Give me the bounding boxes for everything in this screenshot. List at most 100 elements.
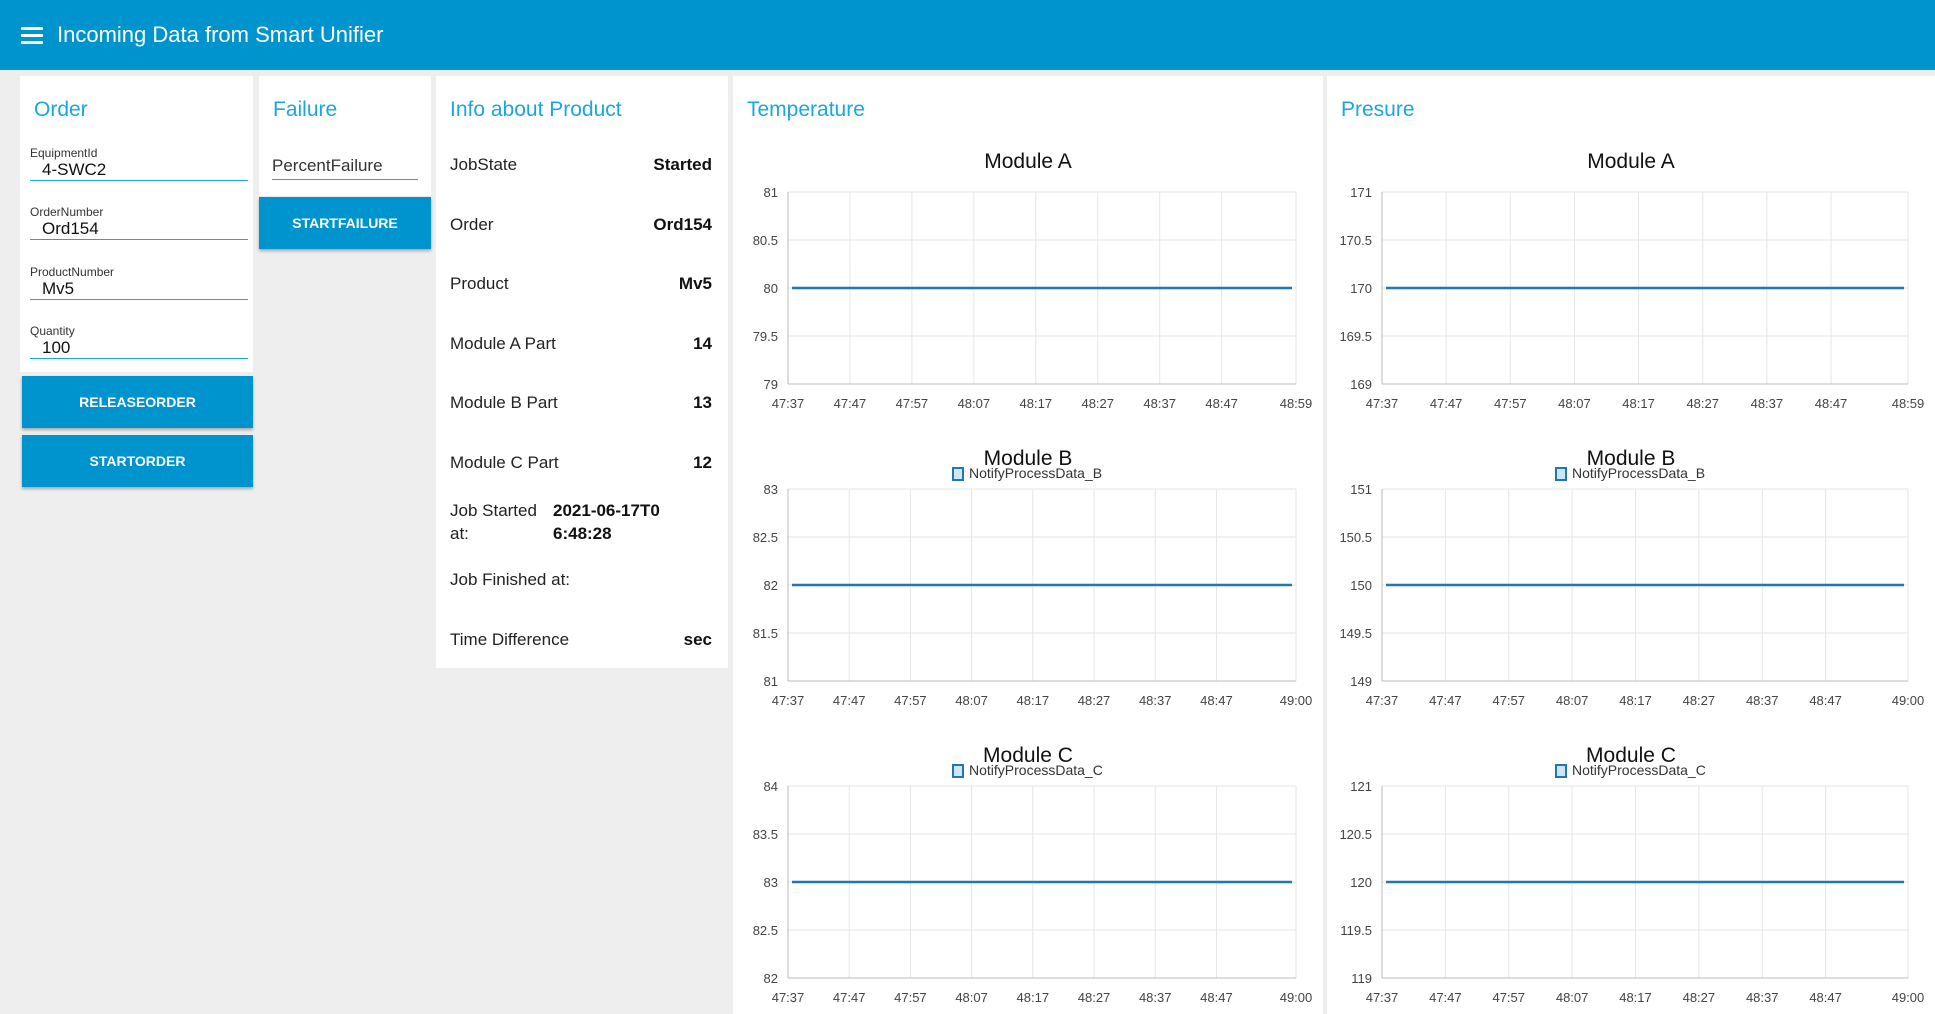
y-tick-label: 170 bbox=[1350, 281, 1372, 296]
release-order-button[interactable]: RELEASEORDER bbox=[22, 376, 253, 428]
y-tick-label: 82.5 bbox=[753, 923, 778, 938]
x-tick-label: 48:17 bbox=[1619, 990, 1652, 1005]
chart-svg: 81 80.5 80 79.5 79 47:37 47:47 47:57 48:07 48:17 4… bbox=[753, 185, 1313, 411]
legend[interactable]: NotifyProcessData_B bbox=[952, 465, 1102, 481]
order-number-label: OrderNumber bbox=[30, 205, 104, 219]
start-failure-button[interactable]: STARTFAILURE bbox=[259, 197, 431, 249]
quantity-value: 100 bbox=[42, 338, 71, 357]
chart-title: Module B bbox=[1586, 447, 1676, 470]
menu-icon[interactable] bbox=[21, 26, 43, 44]
legend-swatch bbox=[1555, 764, 1567, 778]
x-tick-label: 47:47 bbox=[1429, 990, 1462, 1005]
y-tick-label: 83 bbox=[764, 482, 778, 497]
equipment-id-value: 4-SWC2 bbox=[42, 160, 107, 179]
x-tick-label: 47:37 bbox=[1366, 990, 1399, 1005]
pressure-group: Presure bbox=[1327, 76, 1935, 1014]
y-tick-label: 82.5 bbox=[753, 530, 778, 545]
x-tick-label: 48:27 bbox=[1683, 693, 1716, 708]
y-tick-label: 121 bbox=[1350, 779, 1372, 794]
x-tick-label: 47:37 bbox=[1366, 396, 1399, 411]
y-tick-label: 80.5 bbox=[753, 233, 778, 248]
chart-svg: NotifyProcessData_B 83 82.5 82 81.5 81 47:37 47… bbox=[753, 465, 1313, 708]
x-tick-label: 48:27 bbox=[1078, 693, 1111, 708]
y-tick-label: 82 bbox=[764, 578, 778, 593]
x-tick-label: 48:47 bbox=[1205, 396, 1238, 411]
x-tick-label: 48:37 bbox=[1139, 990, 1172, 1005]
x-tick-label: 47:47 bbox=[1429, 693, 1462, 708]
x-tick-label: 48:07 bbox=[955, 693, 988, 708]
equipment-id-label: EquipmentId bbox=[30, 146, 98, 160]
job-finished-label: Job Finished at: bbox=[450, 570, 571, 589]
x-tick-label: 47:37 bbox=[772, 693, 805, 708]
x-tick-label: 48:37 bbox=[1751, 396, 1784, 411]
product-number-field[interactable]: ProductNumber Mv5 bbox=[30, 266, 248, 300]
x-tick-label: 48:07 bbox=[958, 396, 991, 411]
order-label: Order bbox=[450, 215, 494, 234]
x-tick-label: 48:37 bbox=[1746, 693, 1779, 708]
x-tick-label: 48:17 bbox=[1622, 396, 1655, 411]
product-number-value: Mv5 bbox=[42, 279, 75, 298]
chart-title: Module A bbox=[1587, 150, 1675, 173]
x-tick-label: 49:00 bbox=[1892, 693, 1925, 708]
legend-label: NotifyProcessData_C bbox=[969, 762, 1103, 778]
temperature-title: Temperature bbox=[747, 98, 865, 121]
x-tick-label: 48:47 bbox=[1815, 396, 1848, 411]
quantity-label: Quantity bbox=[30, 324, 75, 338]
equipment-id-field[interactable]: EquipmentId 4-SWC2 bbox=[30, 147, 248, 181]
x-tick-label: 49:00 bbox=[1280, 693, 1313, 708]
x-tick-label: 48:47 bbox=[1809, 693, 1842, 708]
y-tick-label: 81.5 bbox=[753, 626, 778, 641]
y-tick-label: 151 bbox=[1350, 482, 1372, 497]
x-tick-label: 48:27 bbox=[1683, 990, 1716, 1005]
y-tick-label: 169 bbox=[1350, 377, 1372, 392]
y-tick-label: 149.5 bbox=[1339, 626, 1372, 641]
chart-svg: NotifyProcessData_C 84 83.5 83 82.5 82 47:37 47… bbox=[753, 762, 1313, 1005]
y-tick-label: 119.5 bbox=[1340, 923, 1372, 938]
time-difference-label: Time Difference bbox=[450, 630, 570, 649]
pressure-chart-b: Module B NotifyProcessData_B 151 150.5 150 14… bbox=[1327, 442, 1935, 727]
legend-label: NotifyProcessData_B bbox=[1572, 465, 1705, 481]
x-tick-label: 47:57 bbox=[1492, 693, 1525, 708]
x-tick-label: 47:57 bbox=[894, 990, 927, 1005]
jobstate-value: Started bbox=[653, 155, 712, 174]
x-tick-label: 48:27 bbox=[1081, 396, 1114, 411]
x-tick-label: 47:37 bbox=[772, 990, 805, 1005]
pressure-chart-c: Module C NotifyProcessData_C 121 120.5 120 11… bbox=[1327, 739, 1935, 1014]
y-tick-label: 83 bbox=[764, 875, 778, 890]
y-tick-label: 149 bbox=[1350, 674, 1372, 689]
x-tick-label: 48:27 bbox=[1686, 396, 1719, 411]
x-tick-label: 49:00 bbox=[1892, 990, 1925, 1005]
legend[interactable]: NotifyProcessData_C bbox=[1555, 762, 1706, 778]
x-tick-label: 47:47 bbox=[1430, 396, 1463, 411]
y-tick-label: 80 bbox=[764, 281, 778, 296]
y-tick-label: 79 bbox=[764, 377, 778, 392]
percent-failure-input[interactable]: PercentFailure bbox=[272, 156, 418, 180]
chart-title: Module C bbox=[1586, 744, 1676, 767]
legend[interactable]: NotifyProcessData_B bbox=[1555, 465, 1705, 481]
chart-svg: NotifyProcessData_C 121 120.5 120 119.5 119 47… bbox=[1339, 762, 1925, 1005]
legend-swatch bbox=[1555, 467, 1567, 481]
order-number-field[interactable]: OrderNumber Ord154 bbox=[30, 206, 248, 240]
x-tick-label: 48:59 bbox=[1280, 396, 1313, 411]
y-tick-label: 120.5 bbox=[1339, 827, 1372, 842]
start-order-button[interactable]: STARTORDER bbox=[22, 435, 253, 487]
x-tick-label: 48:17 bbox=[1020, 396, 1053, 411]
temperature-chart-a: Module A 81 80.5 80 79.5 79 47:37 47:47 47:57 48:… bbox=[733, 145, 1323, 430]
quantity-field[interactable]: Quantity 100 bbox=[30, 325, 248, 359]
x-tick-label: 47:57 bbox=[894, 693, 927, 708]
y-tick-label: 169.5 bbox=[1339, 329, 1372, 344]
temperature-group: Temperature bbox=[733, 76, 1323, 1014]
order-value: Ord154 bbox=[653, 215, 712, 234]
x-tick-label: 48:07 bbox=[955, 990, 988, 1005]
module-c-part-value: 12 bbox=[693, 453, 712, 472]
legend[interactable]: NotifyProcessData_C bbox=[952, 762, 1103, 778]
job-started-label: Job Started at: bbox=[450, 501, 537, 543]
x-tick-label: 49:00 bbox=[1280, 990, 1313, 1005]
x-tick-label: 48:17 bbox=[1619, 693, 1652, 708]
app-title: Incoming Data from Smart Unifier bbox=[57, 22, 384, 47]
jobstate-label: JobState bbox=[450, 155, 518, 174]
module-b-part-value: 13 bbox=[693, 393, 712, 412]
x-tick-label: 47:57 bbox=[896, 396, 929, 411]
temperature-chart-c: Module C NotifyProcessData_C 84 83.5 83 82.5 8… bbox=[733, 739, 1323, 1014]
x-tick-label: 48:47 bbox=[1809, 990, 1842, 1005]
